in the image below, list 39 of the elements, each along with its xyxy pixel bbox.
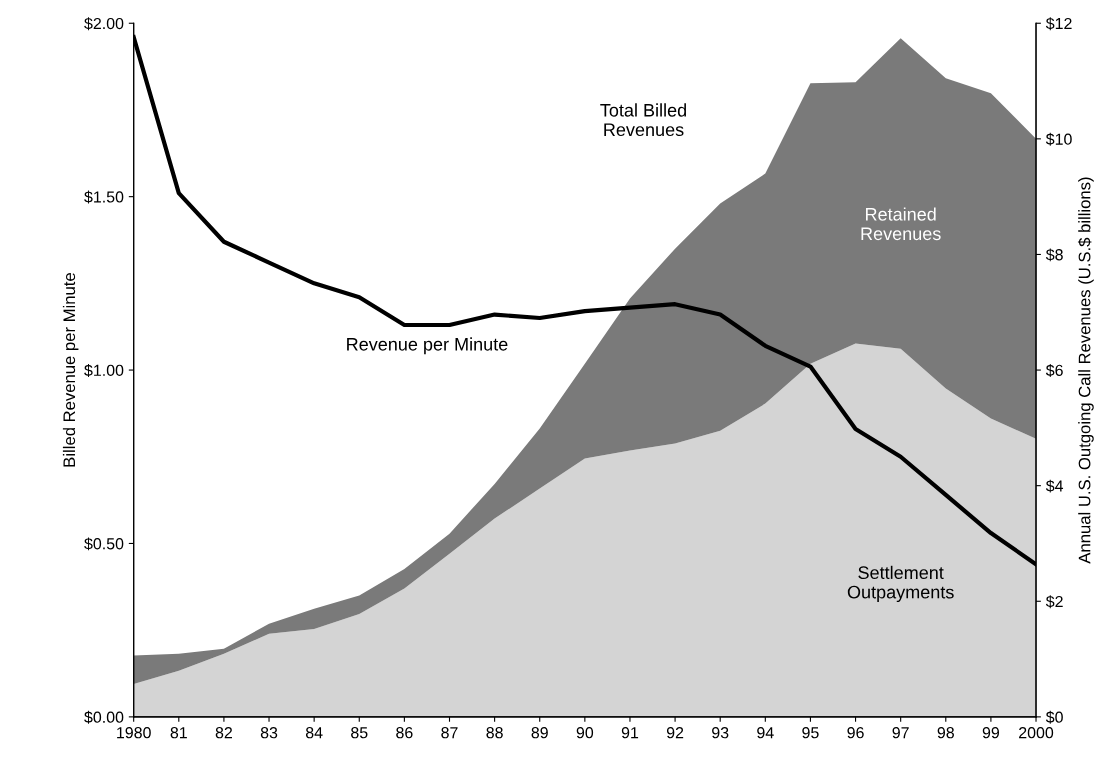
series-label: Retained Revenues — [861, 207, 941, 241]
y-tick-label: $0.50 — [84, 537, 124, 551]
y-tick-label: $1.50 — [84, 190, 124, 204]
x-tick-label: 81 — [170, 727, 187, 739]
x-tick-label: 84 — [305, 727, 323, 739]
y2-tick-label: $4 — [1045, 479, 1064, 493]
x-tick-label: 97 — [892, 727, 909, 739]
x-tick-label: 85 — [351, 727, 368, 739]
x-tick-label: 98 — [937, 727, 954, 739]
x-tick-label: 99 — [982, 727, 1000, 739]
x-tick-label: 95 — [802, 727, 819, 739]
y2-tick-label: $0 — [1045, 710, 1063, 724]
annotation: Total Billed Revenues — [600, 103, 686, 137]
x-tick-label: 93 — [712, 727, 729, 739]
x-tick-label: 1980 — [117, 727, 151, 739]
x-tick-label: 92 — [666, 727, 684, 739]
x-tick-label: 86 — [396, 727, 413, 739]
y-tick-label: $0.00 — [84, 710, 124, 724]
y2-axis-title: Annual U.S. Outgoing Call Revenues (U.S.$ billions) — [1077, 177, 1094, 564]
x-tick-label: 89 — [531, 727, 548, 739]
x-tick-label: 2000 — [1019, 727, 1054, 739]
y2-tick-label: $6 — [1045, 364, 1063, 377]
x-tick-label: 96 — [847, 727, 864, 739]
x-tick-label: 94 — [757, 727, 774, 739]
x-tick-label: 82 — [215, 727, 232, 739]
series-label: Revenue per Minute — [347, 337, 508, 355]
series-label: Settlement Outpayments — [847, 565, 954, 603]
y2-tick-label: $2 — [1045, 595, 1063, 609]
y-tick-label: $2.00 — [84, 17, 124, 31]
y2-tick-label: $10 — [1045, 132, 1072, 146]
y2-tick-label: $12 — [1045, 17, 1072, 31]
y-tick-label: $1.00 — [84, 364, 124, 377]
y-axis-title: Billed Revenue per Minute — [62, 273, 79, 467]
x-tick-label: 87 — [441, 727, 458, 739]
x-tick-label: 91 — [621, 727, 639, 739]
y2-tick-label: $8 — [1045, 248, 1063, 262]
x-tick-label: 90 — [576, 727, 594, 739]
x-tick-label: 88 — [486, 727, 503, 739]
x-tick-label: 83 — [260, 727, 278, 739]
